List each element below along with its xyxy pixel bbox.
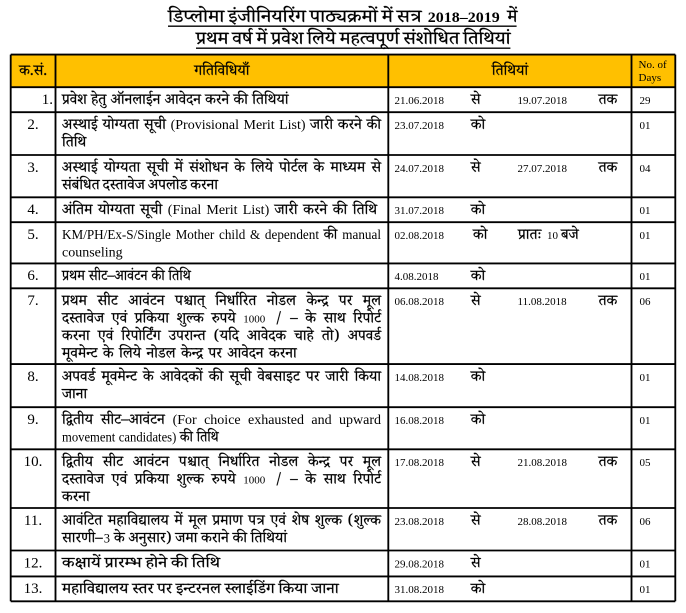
svg-text:10: 10 (547, 230, 559, 242)
svg-text:Days: Days (639, 72, 662, 84)
svg-text:(Final: (Final (168, 203, 202, 218)
svg-text:10.: 10. (24, 454, 43, 470)
svg-text:(Provisional: (Provisional (171, 118, 240, 133)
svg-text:23.07.2018: 23.07.2018 (395, 120, 445, 132)
svg-text:List): List) (279, 118, 306, 133)
svg-text:dependent: dependent (265, 228, 319, 243)
svg-text:9.: 9. (27, 412, 38, 428)
svg-text:01: 01 (640, 558, 651, 570)
svg-text:13.: 13. (24, 581, 43, 597)
svg-text:counseling: counseling (62, 246, 123, 261)
svg-text:01: 01 (640, 230, 651, 242)
svg-text:8.: 8. (27, 369, 38, 385)
svg-text:11.: 11. (24, 513, 42, 529)
svg-text:12.: 12. (24, 555, 43, 571)
svg-text:Merit: Merit (244, 118, 275, 133)
svg-text:4.: 4. (27, 202, 38, 218)
svg-text:01: 01 (640, 372, 651, 384)
svg-text:01: 01 (640, 584, 651, 596)
svg-text:and: and (311, 413, 331, 428)
svg-text:exhausted: exhausted (248, 413, 304, 428)
svg-text:choice: choice (204, 413, 241, 428)
svg-text:28.08.2018: 28.08.2018 (518, 516, 568, 528)
svg-text:movement: movement (62, 431, 115, 446)
svg-text:manual: manual (342, 228, 381, 243)
svg-text:11.08.2018: 11.08.2018 (518, 296, 568, 308)
svg-text:16.08.2018: 16.08.2018 (395, 415, 445, 427)
svg-text:06.08.2018: 06.08.2018 (395, 296, 445, 308)
svg-text:child: child (219, 228, 245, 243)
svg-text:23.08.2018: 23.08.2018 (395, 516, 445, 528)
svg-text:candidates): candidates) (119, 431, 177, 446)
svg-text:29: 29 (640, 95, 652, 107)
svg-text:Mother: Mother (176, 228, 215, 243)
svg-text:5.: 5. (27, 227, 38, 243)
svg-text:14.08.2018: 14.08.2018 (395, 372, 445, 384)
svg-text:2018–2019: 2018–2019 (428, 10, 500, 26)
svg-text:7.: 7. (27, 293, 38, 309)
svg-text:2.: 2. (27, 117, 38, 133)
svg-text:1.: 1. (42, 92, 53, 108)
svg-text:01: 01 (640, 120, 651, 132)
svg-text:17.08.2018: 17.08.2018 (395, 457, 445, 469)
svg-text:(For: (For (173, 413, 197, 428)
svg-text:06: 06 (640, 296, 652, 308)
svg-text:List): List) (243, 203, 270, 218)
svg-text:24.07.2018: 24.07.2018 (395, 163, 445, 175)
svg-text:3.: 3. (27, 160, 38, 176)
svg-text:21.06.2018: 21.06.2018 (395, 95, 445, 107)
svg-text:KM/PH/Ex-S/Single: KM/PH/Ex-S/Single (62, 228, 171, 243)
svg-text:&: & (250, 228, 260, 243)
svg-text:4.08.2018: 4.08.2018 (395, 271, 440, 283)
svg-text:6.: 6. (27, 268, 38, 284)
svg-text:1000: 1000 (243, 475, 265, 487)
svg-text:19.07.2018: 19.07.2018 (518, 95, 568, 107)
svg-text:Merit: Merit (206, 203, 237, 218)
svg-text:29.08.2018: 29.08.2018 (395, 558, 445, 570)
svg-text:21.08.2018: 21.08.2018 (518, 457, 568, 469)
svg-text:05: 05 (640, 457, 652, 469)
svg-text:04: 04 (640, 163, 652, 175)
svg-text:27.07.2018: 27.07.2018 (518, 163, 568, 175)
svg-text:01: 01 (640, 205, 651, 217)
svg-text:1000: 1000 (243, 314, 265, 326)
svg-text:31.08.2018: 31.08.2018 (395, 584, 445, 596)
svg-text:06: 06 (640, 516, 652, 528)
svg-text:02.08.2018: 02.08.2018 (395, 230, 445, 242)
svg-text:upward: upward (339, 413, 381, 428)
svg-text:01: 01 (640, 415, 651, 427)
svg-text:31.07.2018: 31.07.2018 (395, 205, 445, 217)
svg-text:No. of: No. of (639, 59, 667, 71)
svg-text:01: 01 (640, 271, 651, 283)
svg-text:3: 3 (104, 531, 110, 545)
